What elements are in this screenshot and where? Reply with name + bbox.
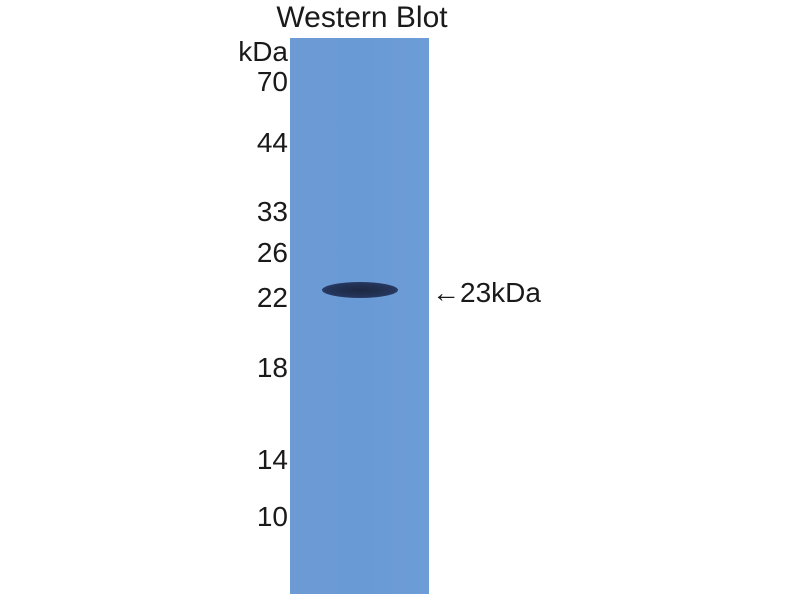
figure-title: Western Blot bbox=[276, 1, 448, 34]
marker-10: 10 bbox=[256, 501, 288, 532]
protein-band bbox=[322, 282, 398, 298]
marker-22: 22 bbox=[256, 282, 288, 313]
marker-14: 14 bbox=[256, 444, 288, 475]
marker-70: 70 bbox=[256, 66, 288, 97]
blot-lane bbox=[290, 38, 429, 594]
marker-26: 26 bbox=[256, 237, 288, 268]
unit-label: kDa bbox=[238, 36, 288, 67]
marker-44: 44 bbox=[256, 127, 288, 158]
marker-33: 33 bbox=[256, 196, 288, 227]
marker-18: 18 bbox=[256, 352, 288, 383]
band-label: ←23kDa bbox=[432, 277, 541, 308]
